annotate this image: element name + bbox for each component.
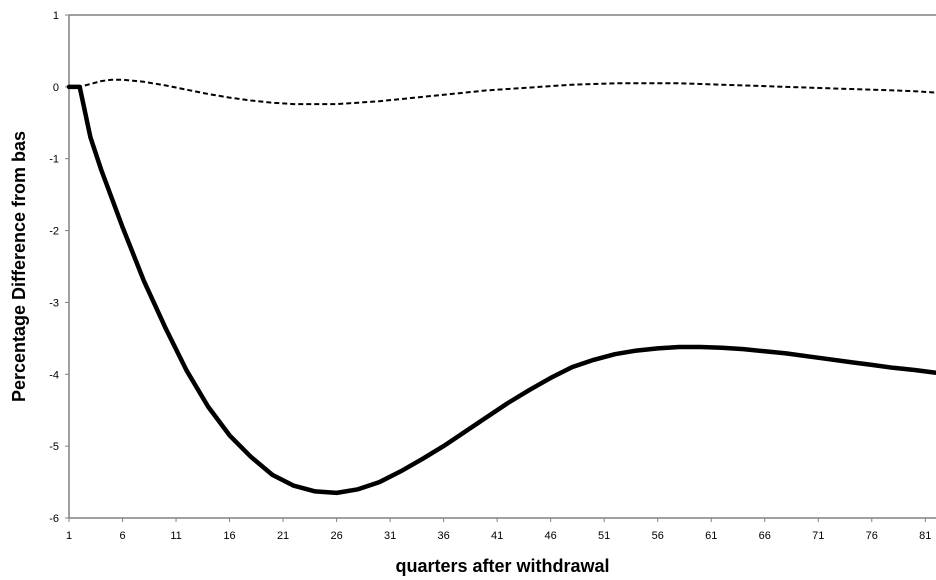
- x-tick-label: 41: [491, 530, 503, 542]
- x-tick-label: 56: [652, 530, 664, 542]
- x-axis-ticks: 1 6 11 16 21 26 31 36 41 46 51 56 61 66 71 76 81: [66, 518, 931, 542]
- series-line-1: [66, 84, 936, 496]
- x-tick-label: 76: [866, 530, 878, 542]
- y-tick-label: 0: [53, 82, 59, 94]
- x-tick-label: 71: [812, 530, 824, 542]
- y-tick-label: -6: [49, 513, 59, 525]
- x-tick-label: 6: [119, 530, 125, 542]
- x-tick-label: 36: [438, 530, 450, 542]
- y-tick-label: -3: [49, 297, 59, 309]
- series-layer: [66, 78, 936, 496]
- x-tick-label: 61: [705, 530, 717, 542]
- y-axis-title: Percentage Difference from bas: [9, 131, 29, 402]
- series-line-2: [69, 78, 936, 106]
- plot-area: [68, 14, 936, 519]
- y-tick-label: -5: [49, 441, 59, 453]
- x-tick-label: 26: [330, 530, 342, 542]
- y-tick-label: -4: [49, 369, 59, 381]
- x-tick-label: 11: [170, 530, 181, 542]
- y-axis-ticks: 1 0 -1 -2 -3 -4 -5 -6: [49, 10, 69, 525]
- x-tick-label: 1: [66, 530, 72, 542]
- x-tick-label: 51: [598, 530, 610, 542]
- x-tick-label: 46: [545, 530, 557, 542]
- x-tick-label: 66: [759, 530, 771, 542]
- x-tick-label: 21: [277, 530, 289, 542]
- y-tick-label: -2: [49, 226, 59, 238]
- y-tick-label: 1: [53, 10, 59, 22]
- x-tick-label: 81: [919, 530, 931, 542]
- x-tick-label: 16: [223, 530, 235, 542]
- y-tick-label: -1: [49, 154, 59, 166]
- x-axis-title: quarters after withdrawal: [395, 556, 609, 576]
- x-tick-label: 31: [384, 530, 396, 542]
